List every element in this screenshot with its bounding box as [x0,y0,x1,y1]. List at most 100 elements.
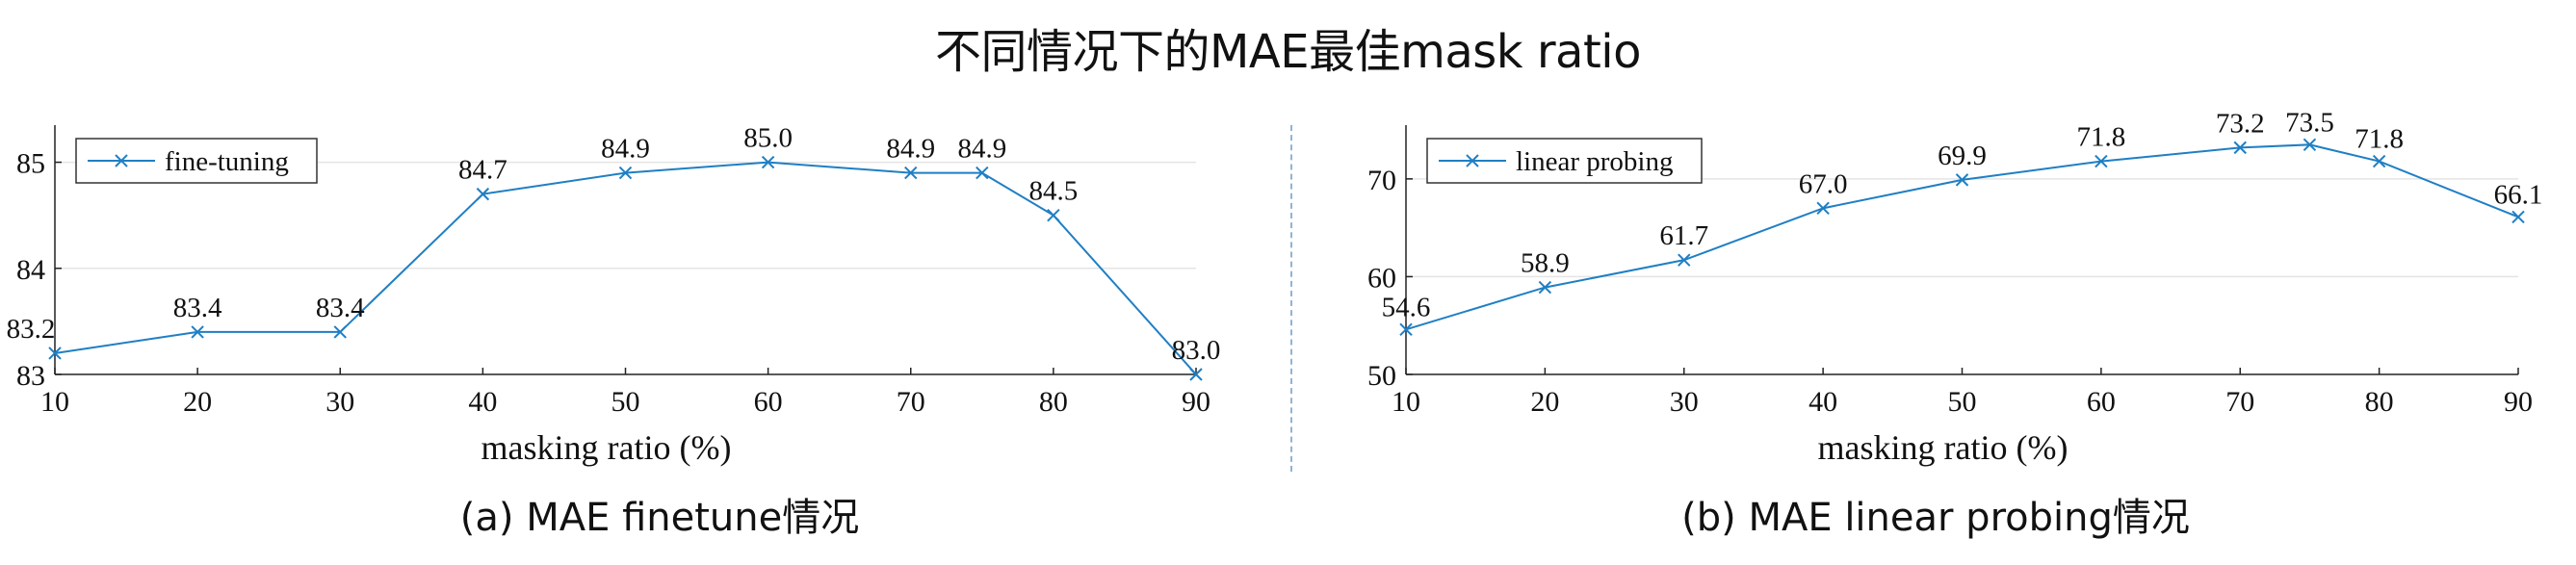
legend-marker-stroke-b [1466,154,1479,167]
data-point-8 [2372,154,2386,168]
data-label-2: 83.4 [316,293,365,323]
page-title: 不同情况下的MAE最佳mask ratio [935,25,1642,79]
data-point-6-stroke-b [2233,141,2247,155]
data-point-3 [476,187,490,201]
y-tick-label-2: 85 [16,148,45,180]
data-point-0-stroke-b [48,347,62,360]
x-tick-label-0: 10 [40,386,69,418]
data-label-5: 85.0 [743,123,793,154]
data-label-2: 61.7 [1659,220,1708,251]
data-point-4 [1955,173,1969,187]
x-tick-label-3: 40 [468,386,497,418]
data-point-9-stroke-b [2511,210,2525,224]
data-point-7 [976,166,989,180]
x-tick-label-4: 50 [1948,386,1977,418]
data-label-1: 83.4 [173,293,222,323]
data-label-5: 71.8 [2077,122,2126,153]
data-point-6-stroke-b [904,166,918,180]
data-point-1-stroke-b [191,325,204,339]
data-point-2-stroke-b [333,325,347,339]
data-label-1: 58.9 [1521,248,1570,279]
x-tick-label-2: 30 [1670,386,1699,418]
data-label-9: 66.1 [2494,179,2543,210]
data-label-6: 73.2 [2216,108,2265,139]
data-point-1 [1538,280,1552,295]
chart-finetuning: 10 20 30 40 50 60 70 80 90 83 84 85 masking ratio (%… [7,123,1221,467]
data-point-6 [2233,141,2247,155]
legend-marker [1466,154,1479,167]
data-point-7 [2303,138,2317,152]
y-tick-label-0: 83 [16,360,45,392]
y-tick-label-1: 60 [1367,262,1396,294]
data-point-7-stroke-b [976,166,989,180]
data-point-4-stroke-b [618,166,633,180]
series-line [54,161,1197,375]
data-point-1-stroke-b [1538,280,1552,295]
data-point-2 [1678,253,1691,267]
panel-divider [1290,125,1292,472]
data-point-8 [1047,208,1060,222]
data-point-2-stroke-b [1678,253,1691,267]
data-point-5 [2095,154,2108,168]
data-point-6 [904,166,918,180]
data-label-4: 84.9 [601,134,650,165]
data-point-5-stroke-b [761,155,775,169]
data-point-5 [761,155,775,169]
data-label-7: 73.5 [2285,107,2334,138]
x-tick-label-1: 20 [183,386,212,418]
data-label-0: 54.6 [1382,292,1431,322]
x-tick-label-6: 70 [2225,386,2254,418]
data-point-0-stroke-b [1399,322,1413,336]
y-tick-label-2: 70 [1367,165,1396,196]
data-point-0 [1399,322,1413,336]
legend-marker-stroke-b [115,154,128,167]
data-point-4-stroke-b [1955,173,1969,187]
data-point-8-stroke-b [2372,154,2386,168]
series-line [1405,143,2519,331]
data-label-6: 84.9 [886,134,935,165]
data-label-9: 83.0 [1172,335,1221,366]
caption-finetune: (a) MAE finetune情况 [459,496,860,540]
data-point-9 [1189,368,1203,381]
x-tick-label-0: 10 [1392,386,1420,418]
data-point-0 [48,347,62,360]
data-point-9-stroke-b [1189,368,1203,381]
data-label-8: 71.8 [2355,124,2404,155]
data-label-0: 83.2 [7,314,56,345]
x-tick-label-4: 50 [611,386,640,418]
y-tick-label-1: 84 [16,254,45,286]
data-point-3-stroke-b [476,187,490,201]
data-point-2 [333,325,347,339]
data-point-8-stroke-b [1047,208,1060,222]
x-tick-label-8: 90 [2504,386,2533,418]
data-point-3 [1816,201,1830,216]
x-tick-label-5: 60 [2087,386,2116,418]
x-axis-label: masking ratio (%) [481,428,732,467]
data-label-8: 84.5 [1029,176,1079,207]
x-tick-label-3: 40 [1808,386,1837,418]
data-point-5-stroke-b [2095,154,2108,168]
data-point-4 [618,166,633,180]
legend-marker [115,154,128,167]
x-tick-label-1: 20 [1530,386,1559,418]
x-tick-label-2: 30 [325,386,354,418]
data-label-7: 84.9 [957,134,1006,165]
caption-linear-probing: (b) MAE linear probing情况 [1681,496,2190,540]
data-label-3: 84.7 [458,155,507,186]
data-label-4: 69.9 [1938,141,1987,171]
data-point-9 [2511,210,2525,224]
y-tick-label-0: 50 [1367,360,1396,392]
x-tick-label-7: 80 [1039,386,1068,418]
chart-linear-probing: 10 20 30 40 50 60 70 80 90 50 60 70 masking ratio (%… [1367,107,2543,467]
x-tick-label-8: 90 [1182,386,1210,418]
data-point-7-stroke-b [2303,138,2317,152]
data-point-3-stroke-b [1816,201,1830,216]
legend-label: fine-tuning [165,146,289,177]
legend-label: linear probing [1516,146,1673,177]
x-tick-label-6: 70 [897,386,925,418]
x-tick-label-7: 80 [2365,386,2394,418]
data-point-1 [191,325,204,339]
x-axis-label: masking ratio (%) [1818,428,2069,467]
data-label-3: 67.0 [1799,168,1848,199]
x-tick-label-5: 60 [754,386,783,418]
